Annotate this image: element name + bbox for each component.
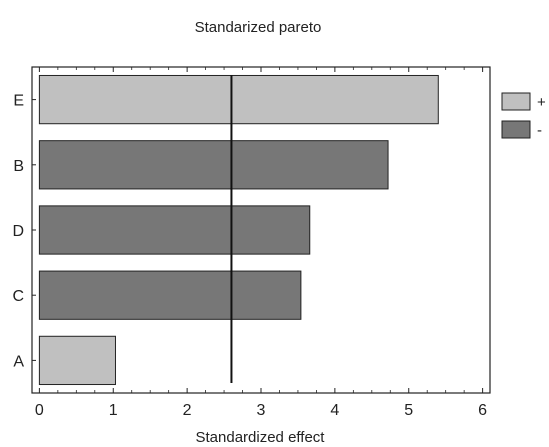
category-label-E: E (13, 93, 24, 110)
bar-A (38, 335, 116, 386)
x-tick-label-1: 1 (109, 402, 118, 419)
category-labels: E B D C A (12, 93, 36, 370)
bars-group (38, 74, 439, 386)
bar-B (38, 140, 389, 190)
x-axis-ticks: 0 1 2 3 4 5 6 (35, 67, 487, 419)
legend-swatch-positive (501, 92, 531, 111)
x-axis-title: Standardized effect (196, 429, 326, 446)
x-tick-label-5: 5 (404, 402, 413, 419)
legend-label-negative: - (537, 122, 542, 139)
bar-C (38, 270, 302, 320)
legend: +- (501, 92, 546, 139)
x-tick-label-4: 4 (330, 402, 339, 419)
chart-title: Standarized pareto (195, 19, 322, 36)
bar-E (38, 74, 439, 125)
x-tick-label-2: 2 (183, 402, 192, 419)
legend-swatch-negative (501, 120, 531, 139)
category-label-C: C (12, 288, 24, 305)
category-label-B: B (13, 158, 24, 175)
legend-label-positive: + (537, 94, 546, 111)
x-tick-label-6: 6 (478, 402, 487, 419)
category-label-A: A (13, 353, 24, 370)
bar-D (38, 205, 311, 255)
x-tick-label-0: 0 (35, 402, 44, 419)
x-tick-label-3: 3 (257, 402, 266, 419)
category-label-D: D (12, 223, 24, 240)
